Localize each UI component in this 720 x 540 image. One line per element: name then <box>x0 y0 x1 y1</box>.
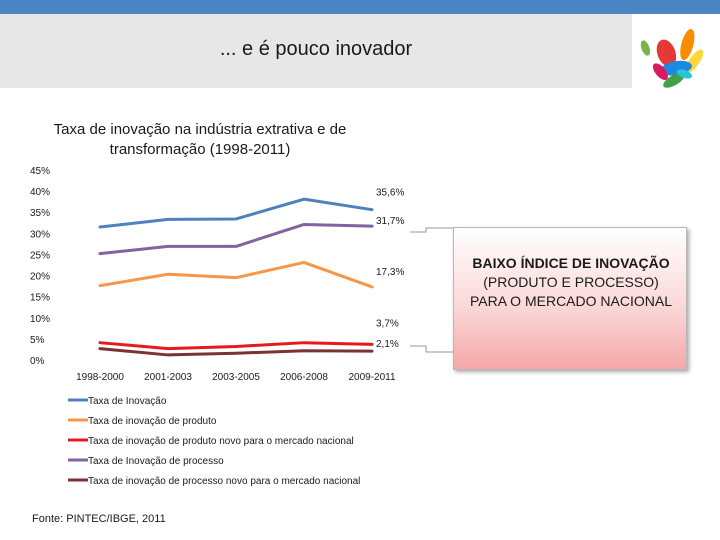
x-tick-label: 2001-2003 <box>144 372 192 383</box>
y-tick-label: 30% <box>30 229 50 240</box>
slide-title: ... e é pouco inovador <box>219 38 413 60</box>
slide-header <box>0 14 632 88</box>
logo-finger-orange <box>680 29 695 61</box>
chart-title-line-1: Taxa de inovação na indústria extrativa … <box>53 121 347 138</box>
series-line <box>98 222 374 256</box>
legend-label: Taxa de Inovação de processo <box>88 456 224 467</box>
x-tick-label: 2003-2005 <box>212 372 260 383</box>
data-labels: 35,6% 17,3% 3,7% 31,7% 2,1% <box>376 188 404 350</box>
legend: Taxa de Inovação Taxa de inovação de prod… <box>68 396 360 487</box>
series-end-label: 35,6% <box>376 188 404 199</box>
series-end-label: 31,7% <box>376 216 404 227</box>
series-end-label: 3,7% <box>376 318 399 329</box>
chart-title: Taxa de inovação na indústria extrativa … <box>0 120 400 160</box>
series-line <box>98 347 374 357</box>
y-axis-ticks: 0% 5% 10% 15% 20% 25% 30% 35% 40% 45% <box>30 166 50 367</box>
legend-label: Taxa de inovação de produto <box>88 416 217 427</box>
series-line <box>98 260 374 289</box>
series-line <box>98 197 374 229</box>
top-accent-bar <box>0 0 720 14</box>
legend-label: Taxa de Inovação <box>88 396 167 407</box>
y-tick-label: 10% <box>30 314 50 325</box>
legend-label: Taxa de inovação de processo novo para o… <box>88 476 360 487</box>
logo-finger-green <box>663 72 685 88</box>
y-tick-label: 40% <box>30 187 50 198</box>
y-tick-label: 20% <box>30 272 50 283</box>
series-end-label: 2,1% <box>376 339 399 350</box>
chart-title-line-2: transformação (1998-2011) <box>109 141 291 158</box>
x-tick-label: 2006-2008 <box>280 372 328 383</box>
series-line <box>98 341 374 351</box>
series-end-label: 17,3% <box>376 267 404 278</box>
callout-line-1: BAIXO ÍNDICE DE INOVAÇÃO <box>472 255 670 271</box>
series-lines <box>98 197 374 357</box>
callout-line-2: (PRODUTO E PROCESSO) <box>483 274 659 290</box>
y-tick-label: 5% <box>30 335 45 346</box>
callout-text: BAIXO ÍNDICE DE INOVAÇÃO (PRODUTO E PROC… <box>454 254 688 311</box>
x-tick-label: 2009-2011 <box>348 372 396 383</box>
logo-finger-magenta <box>652 63 668 80</box>
x-axis-ticks: 1998-2000 2001-2003 2003-2005 2006-2008 2009… <box>76 372 396 383</box>
legend-label: Taxa de inovação de produto novo para o … <box>88 436 354 447</box>
y-tick-label: 15% <box>30 293 50 304</box>
y-tick-label: 0% <box>30 356 45 367</box>
callout-line-3: PARA O MERCADO NACIONAL <box>469 293 672 309</box>
callout-box: BAIXO ÍNDICE DE INOVAÇÃO (PRODUTO E PROC… <box>453 227 687 370</box>
line-chart: 0% 5% 10% 15% 20% 25% 30% 35% 40% 45% 1998-2000 20… <box>30 166 404 487</box>
y-tick-label: 25% <box>30 250 50 261</box>
source-note: Fonte: PINTEC/IBGE, 2011 <box>32 513 166 525</box>
logo-finger-cyan <box>676 69 693 79</box>
colorful-hands-logo-icon <box>640 29 704 88</box>
logo-finger-lightgreen <box>640 40 651 56</box>
y-tick-label: 45% <box>30 166 50 177</box>
y-tick-label: 35% <box>30 208 50 219</box>
logo-finger-red <box>656 39 677 67</box>
x-tick-label: 1998-2000 <box>76 372 124 383</box>
